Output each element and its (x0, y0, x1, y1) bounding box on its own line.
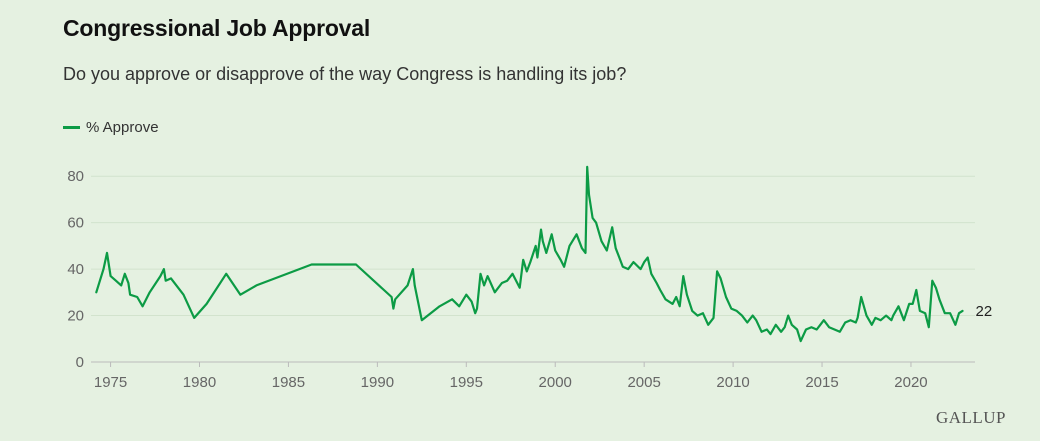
legend: % Approve (63, 119, 159, 136)
x-tick-label-1990: 1990 (361, 374, 394, 391)
x-tick-label-1985: 1985 (272, 374, 305, 391)
x-tick-label-2015: 2015 (805, 374, 838, 391)
chart-subtitle: Do you approve or disapprove of the way … (63, 64, 627, 84)
end-value-label: 22 (976, 303, 993, 320)
x-tick-label-2020: 2020 (894, 374, 927, 391)
x-tick-label-2005: 2005 (627, 374, 660, 391)
x-tick-label-1995: 1995 (450, 374, 483, 391)
y-tick-label-60: 60 (67, 215, 84, 232)
legend-swatch (63, 126, 80, 129)
y-tick-label-20: 20 (67, 308, 84, 325)
series-line-approve (95, 165, 964, 343)
y-tick-label-0: 0 (76, 354, 84, 371)
legend-label: % Approve (86, 119, 159, 136)
chart-title: Congressional Job Approval (63, 15, 371, 41)
x-tick-label-2000: 2000 (539, 374, 572, 391)
x-tick-label-2010: 2010 (716, 374, 749, 391)
y-tick-label-80: 80 (67, 168, 84, 185)
x-tick-label-1975: 1975 (94, 374, 127, 391)
y-tick-label-40: 40 (67, 261, 84, 278)
gallup-logo: GALLUP (935, 408, 1006, 427)
x-tick-label-1980: 1980 (183, 374, 216, 391)
